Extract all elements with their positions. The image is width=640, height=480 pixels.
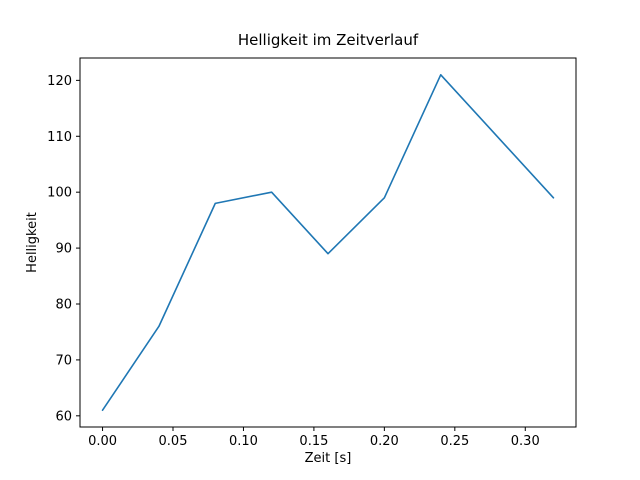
plot-frame xyxy=(79,57,577,428)
x-tick-label: 0.30 xyxy=(511,434,540,449)
x-tick-label: 0.10 xyxy=(229,434,258,449)
y-axis-label: Helligkeit xyxy=(25,212,40,273)
y-tick-label: 60 xyxy=(55,409,72,424)
x-tick-label: 0.05 xyxy=(159,434,188,449)
y-tick-label: 80 xyxy=(55,298,72,313)
y-tick-label: 70 xyxy=(55,353,72,368)
y-tick-label: 90 xyxy=(55,242,72,257)
x-tick-label: 0.20 xyxy=(370,434,399,449)
x-axis-label: Zeit [s] xyxy=(305,451,352,466)
chart-title: Helligkeit im Zeitverlauf xyxy=(238,31,419,49)
x-tick-label: 0.00 xyxy=(88,434,117,449)
x-tick-label: 0.15 xyxy=(299,434,328,449)
y-tick-label: 110 xyxy=(47,130,72,145)
data-line xyxy=(101,73,555,412)
y-tick-label: 120 xyxy=(47,74,72,89)
x-tick-label: 0.25 xyxy=(440,434,469,449)
y-tick-label: 100 xyxy=(47,186,72,201)
